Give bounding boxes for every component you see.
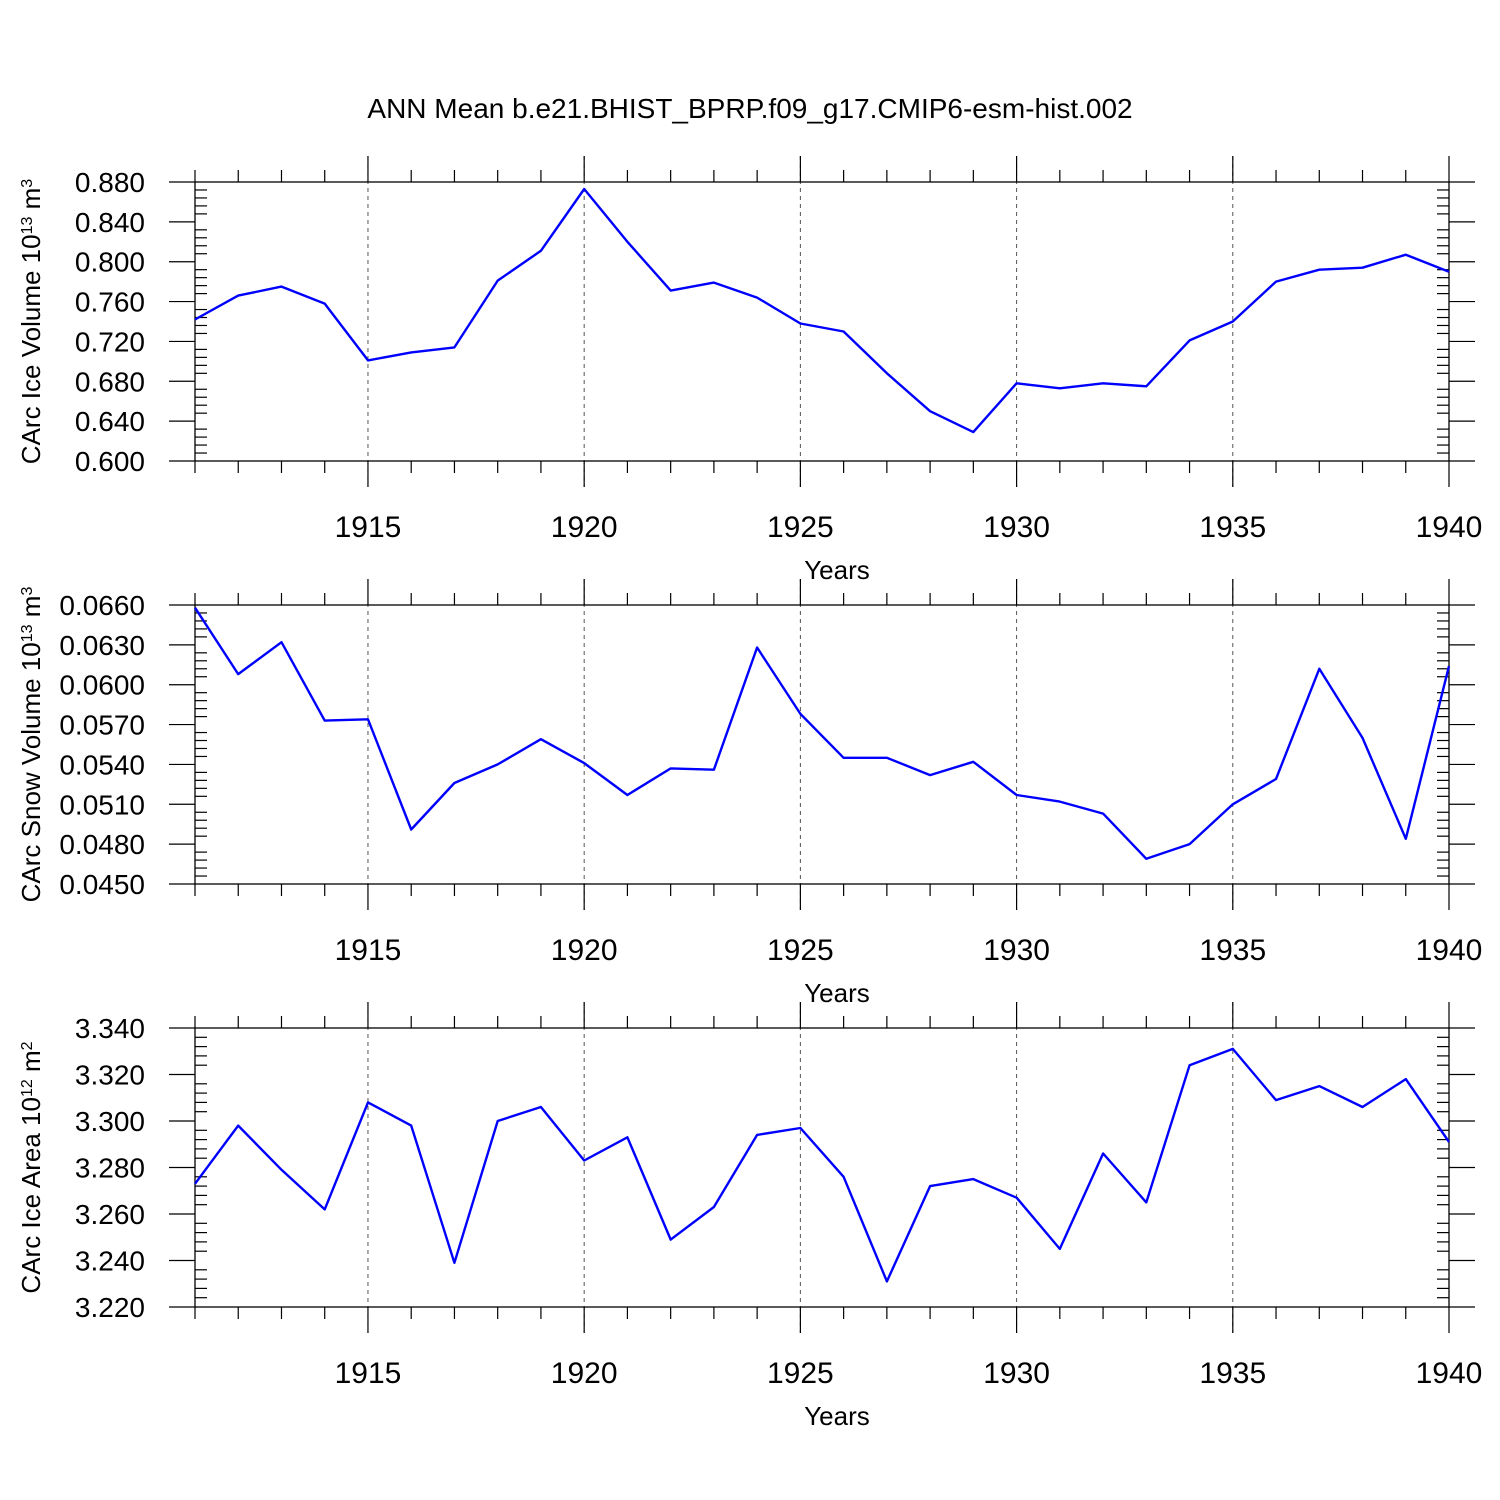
y-tick-label: 0.880 — [75, 167, 145, 198]
x-tick-label: 1930 — [983, 934, 1050, 967]
y-axis-title-main: CArc Ice Area 10 — [16, 1097, 46, 1294]
y-axis-title-unit-exponent: 3 — [19, 587, 36, 596]
plot-frame — [194, 604, 1450, 885]
x-tick-label: 1930 — [983, 1357, 1050, 1390]
y-tick-label: 0.0570 — [59, 710, 145, 741]
panel-1: 0.600 0.640 0.680 0.720 0.760 0.800 0.840 0.880… — [16, 156, 1482, 585]
y-axis-title-exponent: 12 — [19, 1079, 36, 1097]
y-tick-label: 3.240 — [75, 1246, 145, 1277]
y-tick-label: 0.0480 — [59, 829, 145, 860]
y-axis-title-unit-exponent: 2 — [19, 1041, 36, 1050]
y-axis-title: CArc Snow Volume 1013 m3 — [16, 587, 46, 903]
series-line — [194, 187, 1450, 434]
x-tick-label: 1940 — [1416, 1357, 1483, 1390]
x-tick-label: 1915 — [335, 1357, 402, 1390]
y-tick-label: 3.300 — [75, 1106, 145, 1137]
y-tick-label: 3.280 — [75, 1153, 145, 1184]
panel-2: 0.0450 0.0480 0.0510 0.0540 0.0570 0.0600 0.06… — [16, 579, 1482, 1008]
panel-3: 3.220 3.240 3.260 3.280 3.300 3.320 3.340 1915 1… — [16, 1002, 1482, 1431]
y-axis-title-exponent: 13 — [19, 624, 36, 642]
y-tick-label: 0.640 — [75, 406, 145, 437]
y-tick-label: 0.0600 — [59, 670, 145, 701]
y-axis-title: CArc Ice Volume 1013 m3 — [16, 179, 46, 464]
x-axis-title: Years — [804, 555, 870, 585]
x-axis-title: Years — [804, 978, 870, 1008]
x-tick-label: 1940 — [1416, 934, 1483, 967]
x-tick-label: 1920 — [551, 1357, 618, 1390]
panels: 0.600 0.640 0.680 0.720 0.760 0.800 0.840 0.880… — [16, 156, 1482, 1431]
x-tick-label: 1915 — [335, 511, 402, 544]
x-tick-label: 1925 — [767, 1357, 834, 1390]
x-tick-label: 1925 — [767, 934, 834, 967]
y-axis-title-unit: m — [16, 188, 46, 217]
x-tick-label: 1930 — [983, 511, 1050, 544]
x-tick-label: 1925 — [767, 511, 834, 544]
y-tick-label: 0.0510 — [59, 789, 145, 820]
y-tick-label: 0.0540 — [59, 749, 145, 780]
y-tick-label: 3.260 — [75, 1199, 145, 1230]
y-tick-label: 0.0660 — [59, 590, 145, 621]
y-tick-label: 0.0630 — [59, 630, 145, 661]
y-tick-label: 0.720 — [75, 326, 145, 357]
series-line — [193, 607, 1451, 860]
y-tick-label: 0.680 — [75, 366, 145, 397]
y-axis-title-unit: m — [16, 596, 46, 625]
y-tick-label: 3.220 — [75, 1292, 145, 1323]
plot-frame — [194, 1027, 1450, 1308]
y-tick-label: 0.760 — [75, 287, 145, 318]
x-tick-label: 1915 — [335, 934, 402, 967]
y-tick-label: 0.800 — [75, 247, 145, 278]
series-line — [194, 1047, 1450, 1283]
y-axis-title-main: CArc Ice Volume 10 — [16, 234, 46, 464]
figure-title: ANN Mean b.e21.BHIST_BPRP.f09_g17.CMIP6-… — [367, 93, 1132, 124]
y-axis-title-unit: m — [16, 1050, 46, 1079]
y-axis-title-unit-exponent: 3 — [19, 179, 36, 188]
y-tick-label: 3.320 — [75, 1060, 145, 1091]
y-tick-label: 0.0450 — [59, 869, 145, 900]
plot-frame — [194, 181, 1450, 462]
x-tick-label: 1920 — [551, 934, 618, 967]
y-axis-title-main: CArc Snow Volume 10 — [16, 642, 46, 902]
x-tick-label: 1935 — [1199, 511, 1266, 544]
x-tick-label: 1940 — [1416, 511, 1483, 544]
y-axis-title: CArc Ice Area 1012 m2 — [16, 1041, 46, 1293]
x-tick-label: 1920 — [551, 511, 618, 544]
x-tick-label: 1935 — [1199, 1357, 1266, 1390]
x-tick-label: 1935 — [1199, 934, 1266, 967]
x-axis-title: Years — [804, 1401, 870, 1431]
y-tick-label: 0.600 — [75, 446, 145, 477]
y-axis-title-exponent: 13 — [19, 217, 36, 235]
y-tick-label: 0.840 — [75, 207, 145, 238]
y-tick-label: 3.340 — [75, 1013, 145, 1044]
